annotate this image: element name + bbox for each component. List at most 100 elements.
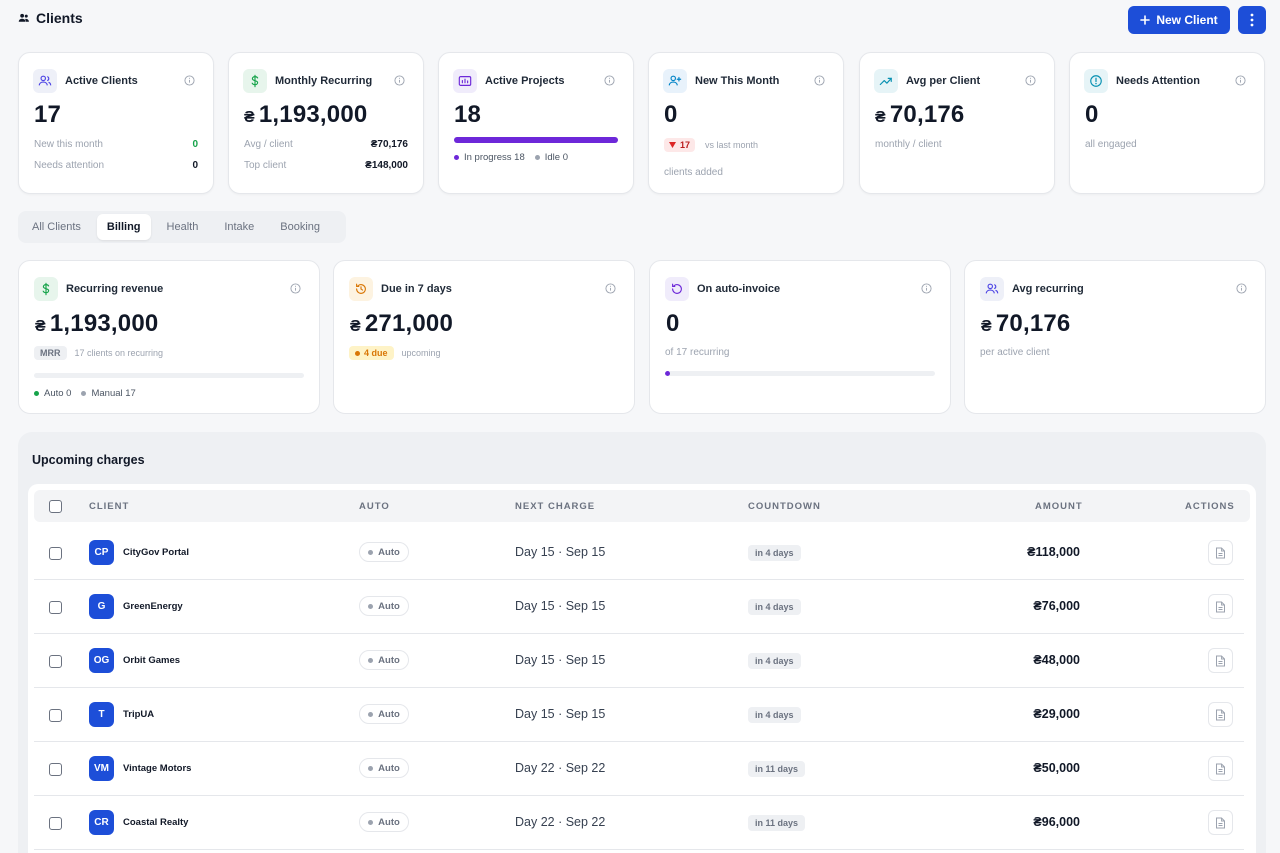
table-row[interactable]: T TripUA Auto Day 15 · Sep 15 in 4 days … [34,688,1244,742]
row-checkbox[interactable] [49,709,62,722]
tab-all-clients[interactable]: All Clients [32,221,81,233]
client-name[interactable]: GreenEnergy [123,601,183,612]
info-icon[interactable] [1025,75,1036,86]
kpi-title: Active Clients [65,75,138,87]
chip-row: 4 due upcoming [349,346,441,360]
tab-health[interactable]: Health [166,221,199,233]
billing-avg-recurring: Avg recurring ₴ 70,176 per active client [964,260,1266,414]
col-auto[interactable]: AUTO [359,501,390,512]
kpi-note: all engaged [1085,139,1137,150]
invoice-action-button[interactable] [1208,756,1233,781]
sub-label: New this month [34,139,103,150]
client-name[interactable]: Coastal Realty [123,817,189,828]
card-header: On auto-invoice [665,277,780,301]
tab-intake[interactable]: Intake [224,221,255,233]
kpi-header: New This Month [663,69,779,93]
row-checkbox[interactable] [49,601,62,614]
invoice-action-button[interactable] [1208,810,1233,835]
sub-label: Avg / client [244,139,293,150]
next-charge: Day 15 · Sep 15 [515,653,606,667]
kpi-sub-row: Needs attention 0 [34,160,198,171]
change-row: 17 vs last month [664,138,758,152]
row-checkbox[interactable] [49,763,62,776]
info-icon[interactable] [184,75,195,86]
kpi-sub-row: Avg / client ₴70,176 [244,139,408,150]
col-countdown[interactable]: COUNTDOWN [748,501,821,512]
info-icon[interactable] [605,283,616,294]
row-checkbox[interactable] [49,655,62,668]
table-row[interactable]: CP CityGov Portal Auto Day 15 · Sep 15 i… [34,526,1244,580]
folder-chart-icon [453,69,477,93]
kpi-title: Active Projects [485,75,565,87]
billing-auto-invoice: On auto-invoice 0 of 17 recurring [649,260,951,414]
row-checkbox[interactable] [49,817,62,830]
info-icon[interactable] [1235,75,1246,86]
client-name[interactable]: CityGov Portal [123,547,189,558]
info-icon[interactable] [394,75,405,86]
dollar-icon [243,69,267,93]
alert-circle-icon [1084,69,1108,93]
chip-row: MRR 17 clients on recurring [34,346,163,360]
kpi-title: New This Month [695,75,780,87]
info-icon[interactable] [604,75,615,86]
kpi-title: Avg per Client [906,75,981,87]
invoice-action-button[interactable] [1208,594,1233,619]
new-client-button[interactable]: New Client [1128,6,1230,34]
invoice-action-button[interactable] [1208,702,1233,727]
chip-note: upcoming [401,348,441,358]
row-checkbox[interactable] [49,547,62,560]
info-icon[interactable] [814,75,825,86]
kpi-note: clients added [664,167,723,178]
col-next-charge[interactable]: NEXT CHARGE [515,501,596,512]
more-vertical-icon [1250,13,1254,27]
card-header: Avg recurring [980,277,1084,301]
auto-badge: Auto [359,758,409,778]
kpi-header: Avg per Client [874,69,980,93]
legend-item: Auto 0 [34,388,71,399]
table-row[interactable]: G GreenEnergy Auto Day 15 · Sep 15 in 4 … [34,580,1244,634]
col-amount[interactable]: AMOUNT [1035,501,1083,512]
col-client[interactable]: CLIENT [89,501,130,512]
tab-booking[interactable]: Booking [280,221,321,233]
triangle-down-icon [669,142,676,148]
kpi-active-projects: Active Projects 18 In progress 18 Idle 0 [438,52,634,194]
upcoming-charges-panel: Upcoming charges CLIENT AUTO NEXT CHARGE… [18,432,1266,853]
table-row[interactable]: OG Orbit Games Auto Day 15 · Sep 15 in 4… [34,634,1244,688]
client-avatar: T [89,702,114,727]
client-name[interactable]: Vintage Motors [123,763,192,774]
amount: ₴29,000 [1033,707,1080,721]
select-all-checkbox[interactable] [49,500,62,513]
billing-due-7-days: Due in 7 days ₴ 271,000 4 due upcoming [333,260,635,414]
table-row[interactable]: VM Vintage Motors Auto Day 22 · Sep 22 i… [34,742,1244,796]
amount: ₴96,000 [1033,815,1080,829]
kpi-title: Needs Attention [1116,75,1200,87]
sub-value: 0 [192,160,198,171]
card-header: Due in 7 days [349,277,452,301]
client-name[interactable]: Orbit Games [123,655,181,666]
card-header: Recurring revenue [34,277,163,301]
auto-badge: Auto [359,650,409,670]
amount: ₴76,000 [1033,599,1080,613]
client-name[interactable]: TripUA [123,709,155,720]
invoice-action-button[interactable] [1208,648,1233,673]
client-avatar: OG [89,648,114,673]
table-row[interactable]: CR Coastal Realty Auto Day 22 · Sep 22 i… [34,796,1244,850]
card-title: Recurring revenue [66,283,164,295]
more-options-button[interactable] [1238,6,1266,34]
document-icon [1216,601,1225,612]
info-icon[interactable] [290,283,301,294]
view-tabs: All Clients Billing Health Intake Bookin… [18,211,346,243]
currency-symbol: ₴ [875,109,886,126]
countdown-badge: in 4 days [748,599,801,615]
next-charge: Day 15 · Sep 15 [515,707,606,721]
auto-badge: Auto [359,542,409,562]
info-icon[interactable] [921,283,932,294]
currency-symbol: ₴ [981,318,992,335]
auto-invoice-track [665,371,935,376]
invoice-action-button[interactable] [1208,540,1233,565]
info-icon[interactable] [1236,283,1247,294]
client-avatar: VM [89,756,114,781]
countdown-badge: in 4 days [748,653,801,669]
amount: ₴50,000 [1033,761,1080,775]
tab-billing[interactable]: Billing [96,214,151,240]
